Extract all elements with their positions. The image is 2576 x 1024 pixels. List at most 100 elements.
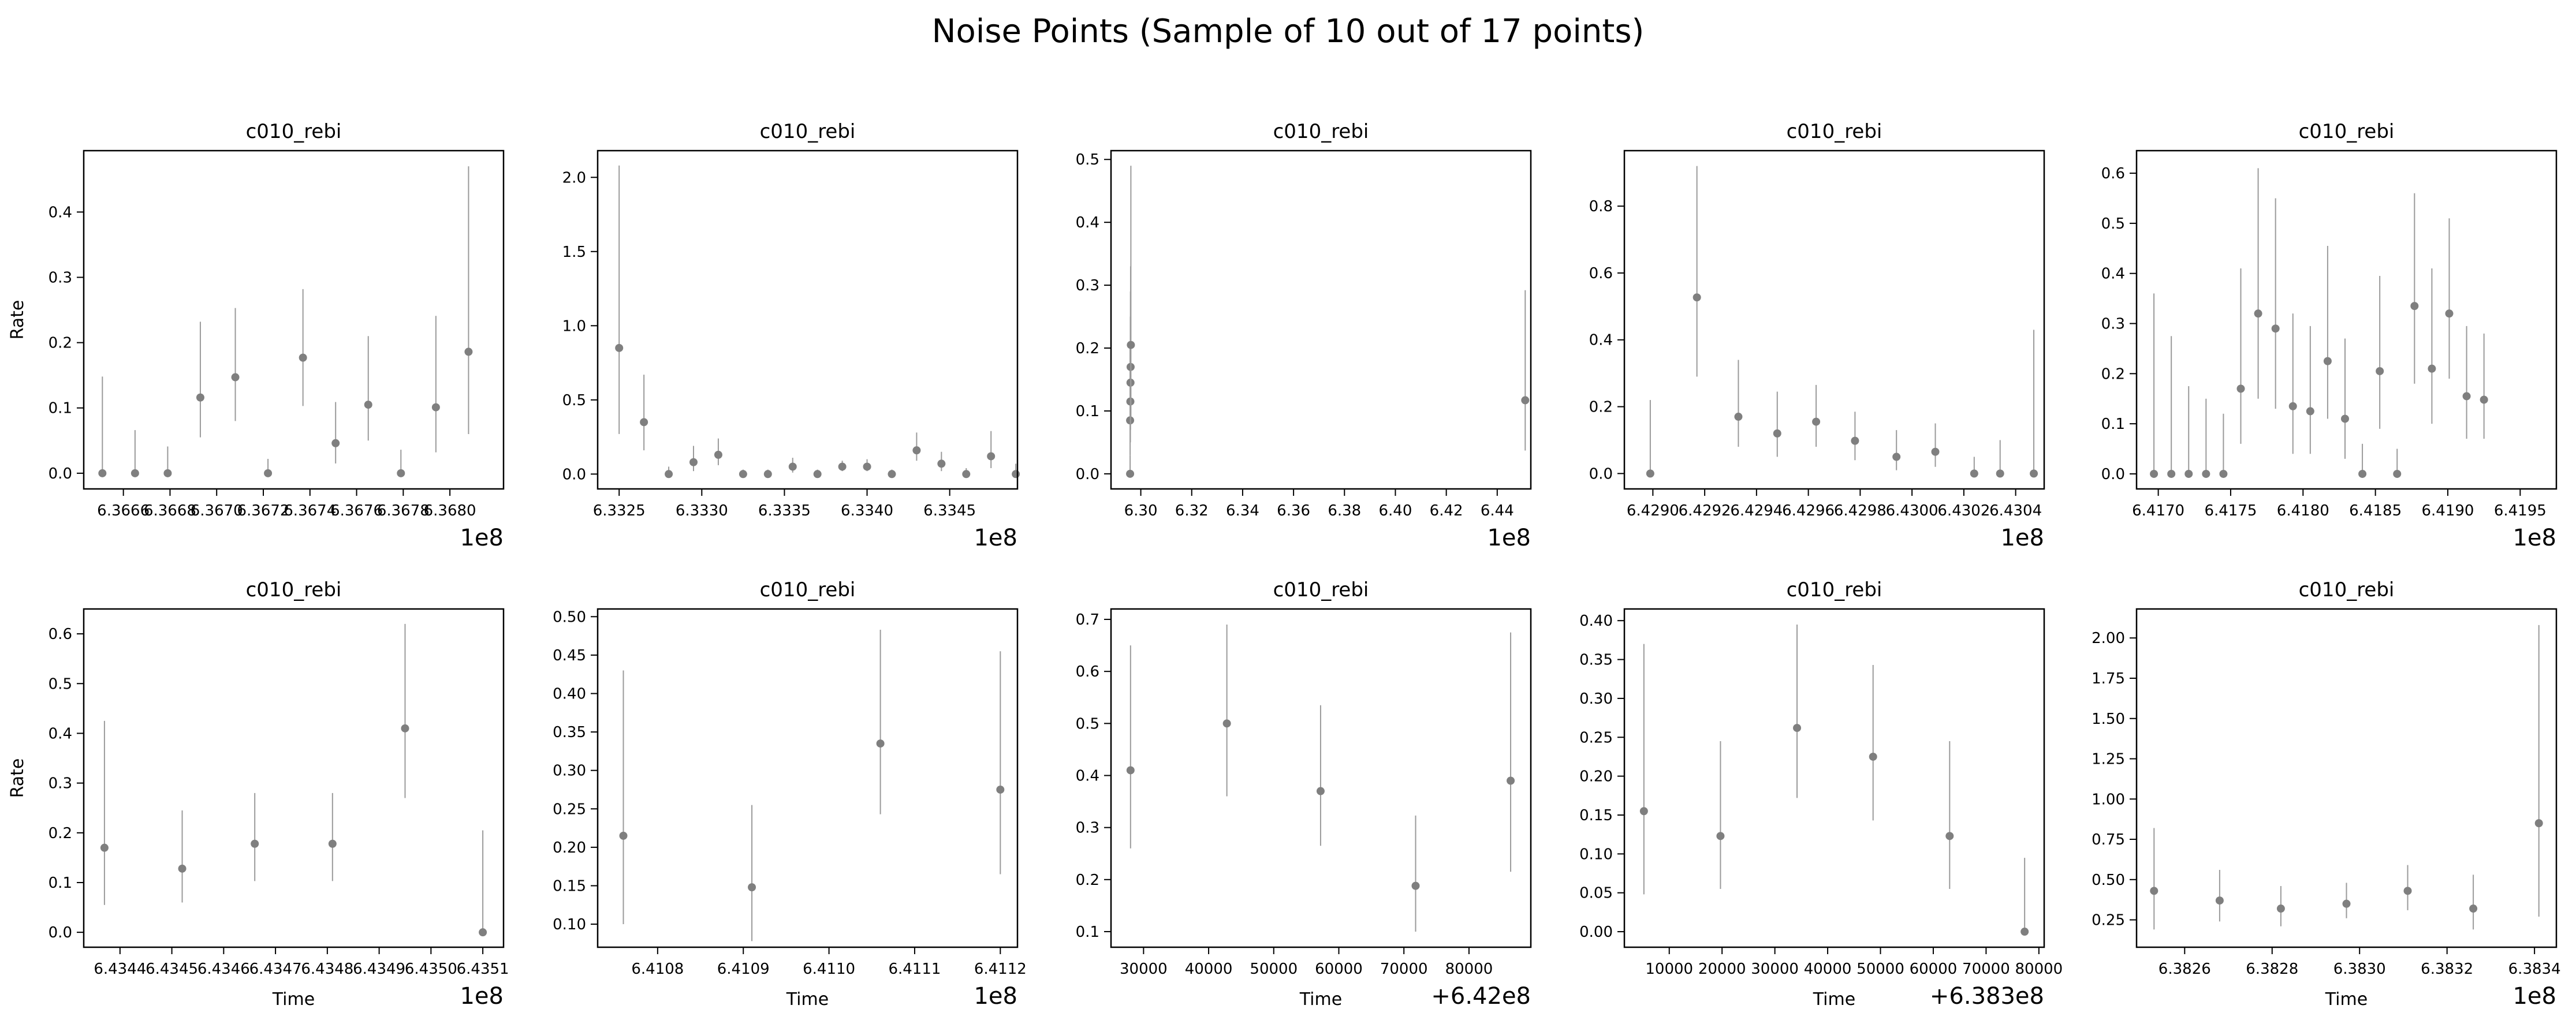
data-point — [665, 470, 673, 479]
data-point — [1931, 447, 1940, 456]
y-tick-label: 0.6 — [1076, 663, 1099, 681]
data-point — [331, 439, 340, 447]
y-tick-label: 0.3 — [1076, 820, 1099, 837]
y-tick-label: 0.8 — [1589, 198, 1613, 215]
data-point — [1639, 807, 1648, 816]
y-tick-label: 0.30 — [553, 763, 586, 780]
data-point — [2150, 469, 2159, 478]
data-point — [2150, 887, 2159, 895]
x-tick-label: 40000 — [1185, 961, 1233, 978]
data-point — [2445, 309, 2454, 318]
x-tick-label: 6.3666 — [97, 502, 150, 520]
data-point — [131, 469, 139, 477]
x-tick-label: 6.3680 — [424, 502, 476, 520]
data-point — [1012, 470, 1020, 479]
x-tick-label: 6.3834 — [2508, 961, 2561, 978]
x-tick-label: 6.3325 — [593, 502, 646, 520]
subplot-title: c010_rebi — [760, 578, 856, 601]
data-point — [2219, 469, 2228, 478]
data-point — [1222, 719, 1231, 728]
x-tick-label: 6.3832 — [2421, 961, 2473, 978]
y-tick-label: 0.1 — [49, 400, 72, 417]
x-tick-label: 6.4300 — [1886, 502, 1938, 520]
x-tick-label: 6.4350 — [405, 961, 457, 978]
y-tick-label: 0.35 — [1579, 652, 1613, 669]
x-tick-label: 6.3674 — [284, 502, 336, 520]
y-tick-label: 0.5 — [1076, 151, 1099, 169]
x-axis-label: Time — [272, 989, 315, 1010]
data-point — [996, 785, 1005, 794]
data-point — [763, 470, 772, 479]
y-tick-label: 0.00 — [1579, 924, 1613, 941]
x-offset-text: 1e8 — [2512, 525, 2556, 551]
x-offset-text: +6.42e8 — [1431, 983, 1531, 1010]
data-point — [2410, 302, 2419, 311]
x-tick-label: 6.4109 — [717, 961, 770, 978]
data-point — [479, 928, 487, 937]
y-tick-label: 0.75 — [2092, 831, 2125, 849]
data-point — [863, 462, 871, 471]
x-tick-label: 10000 — [1645, 961, 1693, 978]
x-tick-label: 6.4112 — [974, 961, 1027, 978]
data-point — [1127, 341, 1135, 349]
subplot-title: c010_rebi — [2299, 120, 2395, 143]
x-tick-label: 6.4170 — [2132, 502, 2184, 520]
subplot-8: c010_rebi 30000 40000 50000 60000 70000 80000 0… — [1076, 578, 1532, 1010]
x-tick-label: 60000 — [1910, 961, 1958, 978]
x-tick-label: 6.3830 — [2333, 961, 2386, 978]
data-point — [2215, 896, 2224, 905]
data-point — [2393, 469, 2402, 478]
axes-frame — [2135, 608, 2558, 948]
data-point — [1646, 469, 1654, 478]
x-offset-text: 1e8 — [2000, 525, 2044, 551]
y-tick-label: 0.50 — [2092, 872, 2125, 889]
y-axis-label: Rate — [8, 300, 28, 340]
data-point — [1970, 469, 1978, 478]
subplot-title: c010_rebi — [1273, 578, 1369, 601]
x-tick-label: 80000 — [1445, 961, 1493, 978]
x-tick-label: 6.3340 — [841, 502, 893, 520]
subplot-1: c010_rebi6.36666.36686.36706.36726.36746… — [8, 120, 505, 551]
y-tick-label: 0.4 — [49, 725, 72, 742]
subplot-6: c010_rebi6.43446.43456.43466.43476.43486… — [8, 578, 509, 1010]
data-point — [1734, 412, 1743, 421]
x-tick-label: 6.4347 — [249, 961, 302, 978]
data-point — [2323, 357, 2332, 365]
y-tick-label: 0.35 — [553, 724, 586, 741]
y-tick-label: 0.3 — [1076, 277, 1099, 294]
x-tick-label: 6.3670 — [191, 502, 243, 520]
data-point — [813, 470, 822, 479]
data-point — [2020, 928, 2029, 936]
x-tick-label: 6.36 — [1277, 502, 1310, 520]
data-point — [2342, 899, 2351, 908]
subplot-4: c010_rebi6.42906.42926.42946.42966.42986… — [1589, 120, 2045, 551]
x-tick-label: 50000 — [1856, 961, 1904, 978]
data-point — [1892, 453, 1901, 461]
x-tick-label: 6.30 — [1124, 502, 1158, 520]
axes-frame — [2135, 150, 2558, 490]
x-offset-text: 1e8 — [974, 525, 1017, 551]
y-tick-label: 2.0 — [562, 169, 586, 186]
data-point — [2358, 469, 2367, 478]
data-point — [178, 864, 187, 873]
axes-frame — [1623, 150, 2045, 490]
data-point — [2271, 324, 2280, 333]
x-tick-label: 6.3826 — [2159, 961, 2211, 978]
y-tick-label: 0.3 — [49, 269, 72, 286]
x-tick-label: 6.3672 — [237, 502, 290, 520]
y-tick-label: 0.40 — [553, 686, 586, 703]
x-axis-label: Time — [1299, 989, 1342, 1010]
x-tick-label: 6.4195 — [2494, 502, 2547, 520]
data-point — [1126, 766, 1135, 775]
x-axis-label: Time — [1813, 989, 1855, 1010]
figure-title: Noise Points (Sample of 10 out of 17 poi… — [931, 13, 1645, 50]
data-point — [100, 843, 109, 852]
data-point — [2480, 395, 2488, 404]
data-point — [1521, 396, 1530, 405]
y-tick-label: 0.0 — [49, 924, 72, 941]
subplot-10: c010_rebi 6.3826 6.3828 6.3830 6.3832 6.3834 0… — [2092, 578, 2561, 1010]
data-point — [2469, 905, 2478, 913]
data-point — [196, 393, 204, 402]
subplot-title: c010_rebi — [246, 578, 342, 601]
